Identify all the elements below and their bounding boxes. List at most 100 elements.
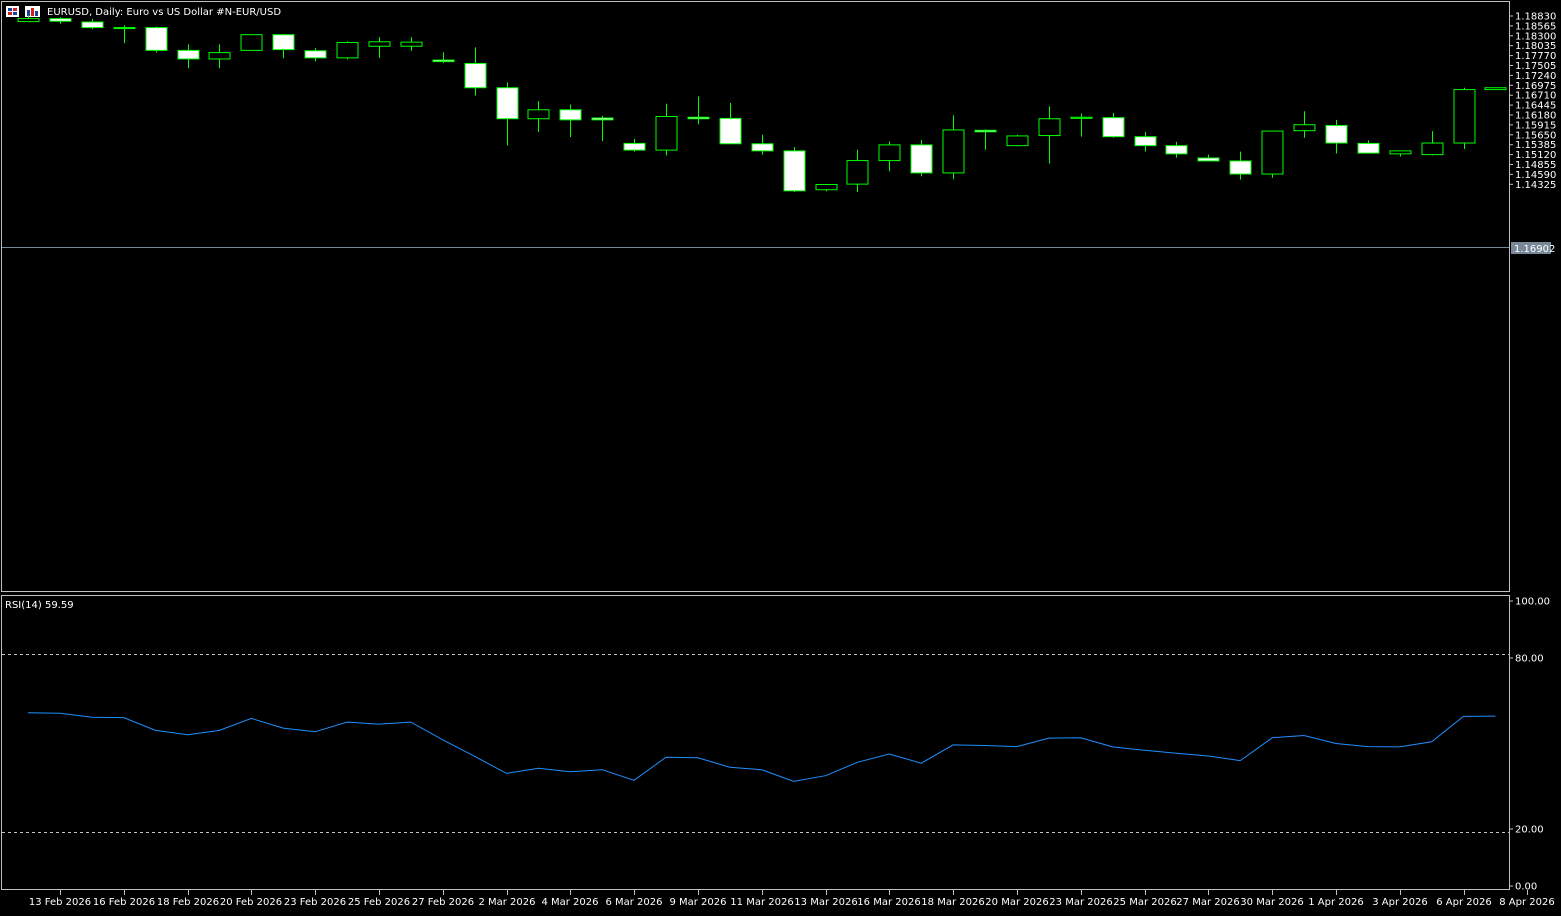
time-tick-label: 6 Apr 2026 bbox=[1436, 897, 1491, 908]
candle bbox=[559, 104, 582, 138]
candle bbox=[17, 15, 40, 23]
time-tick-label: 13 Mar 2026 bbox=[794, 897, 857, 908]
candle-body bbox=[719, 117, 742, 145]
candle bbox=[942, 115, 965, 180]
time-tick-label: 25 Feb 2026 bbox=[348, 897, 410, 908]
chart-grid-icon[interactable] bbox=[6, 6, 19, 17]
time-tick-label: 13 Feb 2026 bbox=[29, 897, 91, 908]
time-tick-label: 27 Mar 2026 bbox=[1176, 897, 1239, 908]
price-axis[interactable]: 1.188301.185651.183001.180351.177701.175… bbox=[1509, 12, 1556, 191]
candle bbox=[304, 48, 327, 62]
rsi-line bbox=[27, 712, 1496, 782]
candle bbox=[1197, 154, 1220, 162]
candle bbox=[687, 96, 710, 125]
candle bbox=[113, 25, 136, 44]
chart-type-icon[interactable] bbox=[25, 6, 40, 17]
price-tick-label: 1.17770 bbox=[1515, 51, 1556, 62]
candle bbox=[1134, 131, 1157, 152]
candle bbox=[751, 134, 774, 155]
price-tick-label: 1.15650 bbox=[1515, 130, 1556, 141]
time-tick-label: 25 Mar 2026 bbox=[1113, 897, 1176, 908]
candle-body bbox=[1421, 142, 1444, 156]
current-price-label: 1.16902 bbox=[1514, 244, 1555, 255]
time-axis[interactable]: 13 Feb 2026 16 Feb 2026 18 Feb 2026 20 Feb … bbox=[29, 890, 1555, 908]
candle-body bbox=[591, 117, 614, 121]
candle bbox=[910, 140, 933, 177]
candles-layer bbox=[17, 15, 1507, 192]
candle-body bbox=[846, 160, 869, 185]
candle bbox=[1421, 131, 1444, 156]
candle bbox=[208, 44, 231, 69]
candle bbox=[1038, 106, 1061, 164]
candle bbox=[368, 37, 391, 58]
time-tick-label: 16 Mar 2026 bbox=[857, 897, 920, 908]
candle-body bbox=[17, 18, 40, 23]
candle-body bbox=[336, 42, 359, 59]
price-tick-label: 1.18035 bbox=[1515, 41, 1556, 52]
candle bbox=[496, 82, 519, 146]
candle-body bbox=[878, 144, 901, 162]
candle-body bbox=[272, 34, 295, 51]
candle-body bbox=[145, 27, 168, 51]
candle bbox=[591, 115, 614, 142]
rsi-panel-frame bbox=[1, 595, 1510, 890]
price-tick-label: 1.18830 bbox=[1515, 12, 1556, 23]
candle bbox=[1357, 140, 1380, 154]
candle-body bbox=[1070, 116, 1093, 119]
time-tick-label: 2 Mar 2026 bbox=[478, 897, 535, 908]
symbol-title: EURUSD, Daily: Euro vs US Dollar #N-EUR/… bbox=[47, 7, 281, 18]
time-tick-label: 4 Mar 2026 bbox=[541, 897, 598, 908]
candle bbox=[1389, 150, 1412, 157]
candle bbox=[1070, 113, 1093, 137]
candle-body bbox=[1484, 87, 1507, 91]
candle-body bbox=[1006, 135, 1029, 147]
candle-body bbox=[1229, 160, 1252, 175]
price-tick-label: 1.15385 bbox=[1515, 140, 1556, 151]
candle bbox=[1102, 112, 1125, 138]
candle-body bbox=[1197, 157, 1220, 162]
price-tick-label: 1.17505 bbox=[1515, 61, 1556, 72]
candle-body bbox=[623, 142, 646, 151]
candle bbox=[336, 41, 359, 60]
candle bbox=[177, 44, 200, 69]
rsi-label: RSI(14) 59.59 bbox=[5, 600, 74, 611]
candle-body bbox=[208, 52, 231, 60]
candle-body bbox=[113, 27, 136, 30]
candle-body bbox=[400, 41, 423, 47]
rsi-tick-label: 100.00 bbox=[1515, 597, 1550, 608]
candle bbox=[49, 17, 72, 24]
price-tick-label: 1.16975 bbox=[1515, 81, 1556, 92]
candle-body bbox=[432, 59, 455, 63]
candle bbox=[878, 141, 901, 172]
candle bbox=[815, 183, 838, 192]
time-tick-label: 3 Apr 2026 bbox=[1372, 897, 1427, 908]
candle bbox=[623, 138, 646, 152]
current-price-tag bbox=[1511, 242, 1551, 254]
candle bbox=[1484, 87, 1507, 91]
price-tick-label: 1.16710 bbox=[1515, 91, 1556, 102]
price-tick-label: 1.14325 bbox=[1515, 180, 1556, 191]
time-tick-label: 18 Mar 2026 bbox=[921, 897, 984, 908]
candle-body bbox=[464, 62, 487, 89]
candle bbox=[1229, 151, 1252, 180]
candle-body bbox=[815, 183, 838, 191]
candle-body bbox=[1357, 142, 1380, 154]
rsi-axis: 100.00 80.00 20.00 0.00 bbox=[1509, 597, 1550, 893]
time-tick-label: 16 Feb 2026 bbox=[93, 897, 155, 908]
candle bbox=[1325, 119, 1348, 154]
rsi-layer bbox=[27, 712, 1496, 782]
candle bbox=[464, 47, 487, 96]
time-tick-label: 6 Mar 2026 bbox=[605, 897, 662, 908]
candle bbox=[783, 147, 806, 192]
candle bbox=[1261, 130, 1284, 178]
main-panel-frame bbox=[1, 1, 1510, 592]
candle-body bbox=[1325, 124, 1348, 144]
candle-body bbox=[687, 116, 710, 120]
candle bbox=[846, 149, 869, 192]
candle-body bbox=[1261, 130, 1284, 175]
candle-body bbox=[496, 87, 519, 120]
candle-body bbox=[655, 115, 678, 151]
price-tick-label: 1.15120 bbox=[1515, 150, 1556, 161]
time-tick-label: 8 Apr 2026 bbox=[1499, 897, 1554, 908]
